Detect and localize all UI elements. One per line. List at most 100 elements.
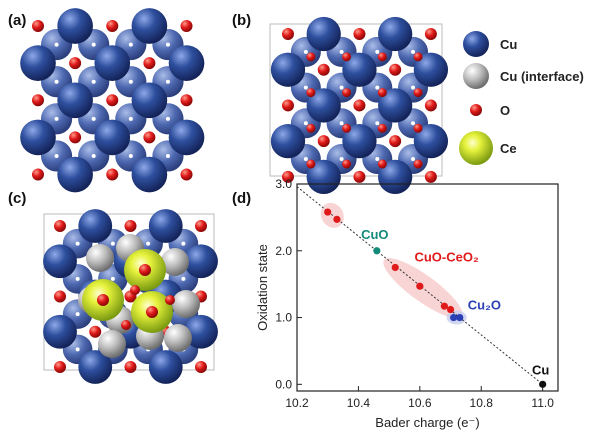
o-atom — [143, 57, 156, 70]
cu-atom — [78, 209, 113, 243]
panel-label-a: (a) — [8, 12, 27, 29]
series-label: CuO — [361, 227, 388, 242]
o-atom — [180, 20, 193, 32]
o-atom — [143, 131, 156, 144]
o-atom — [89, 325, 102, 338]
cu-atom — [306, 16, 341, 52]
panel-c-structure — [43, 209, 218, 384]
o-atom — [32, 20, 44, 32]
cu-atom — [148, 350, 183, 384]
cu-atom — [43, 244, 77, 279]
cu-atom-highlight — [303, 121, 308, 126]
cu-atom-highlight — [91, 116, 96, 121]
cu-atom — [148, 209, 183, 243]
o-atom — [424, 99, 437, 112]
cu-atom — [57, 82, 93, 119]
cu-atom-highlight — [128, 153, 133, 158]
panel-label-b: (b) — [232, 12, 252, 29]
data-point — [440, 302, 448, 310]
o-atom — [413, 88, 423, 98]
data-point — [416, 282, 424, 290]
cu-atom — [270, 52, 306, 87]
cu-atom-highlight — [165, 79, 170, 84]
cu-atom-highlight — [375, 49, 380, 54]
cu-atom-highlight — [128, 42, 133, 47]
series-label: CuO-CeO₂ — [414, 249, 479, 264]
o-atom — [124, 361, 137, 373]
cu-atom-highlight — [165, 42, 170, 47]
cu-atom-highlight — [339, 121, 344, 126]
cu-atom — [131, 156, 168, 193]
y-tick-label: 0.0 — [275, 377, 292, 391]
cu-atom-highlight — [411, 49, 416, 54]
plot-frame — [296, 183, 559, 392]
o-atom — [342, 123, 352, 133]
cu-interface-atom — [98, 330, 126, 358]
o-atom — [165, 295, 175, 305]
cu-atom — [94, 45, 131, 81]
data-point — [456, 313, 464, 322]
cu-atom-highlight — [54, 42, 59, 47]
o-atom — [342, 159, 352, 169]
cu-atom-highlight — [303, 157, 308, 162]
cu-atom — [342, 124, 377, 159]
x-axis-label: Bader charge (e⁻) — [375, 415, 479, 430]
cu-atom-highlight — [91, 42, 96, 47]
cu-atom — [168, 119, 205, 156]
data-point — [446, 305, 455, 314]
panel-label-d: (d) — [232, 190, 252, 207]
data-point — [333, 215, 341, 223]
cu-atom — [184, 244, 218, 279]
series-label: Cu₂O — [468, 298, 501, 313]
o-atom — [413, 52, 423, 62]
cu-atom — [20, 119, 56, 156]
cu-atom-highlight — [75, 312, 80, 317]
o-atom — [195, 220, 207, 232]
cu-atom-highlight — [75, 276, 80, 281]
o-atom — [413, 123, 423, 133]
x-tick-label: 10.2 — [285, 396, 309, 410]
cu-atom-highlight — [339, 157, 344, 162]
cu-atom-highlight — [181, 241, 186, 246]
panel-a-structure — [20, 8, 205, 193]
y-tick-label: 1.0 — [275, 311, 292, 325]
o-atom — [69, 131, 82, 144]
cu-atom-highlight — [375, 157, 380, 162]
cu-atom — [306, 159, 341, 195]
cu-interface-atom — [86, 244, 114, 272]
legend-label: O — [500, 103, 510, 118]
cu-atom — [342, 52, 377, 87]
cu-atom-highlight — [110, 241, 115, 246]
o-atom — [121, 320, 131, 330]
cu-atom-highlight — [54, 153, 59, 158]
o-atom — [424, 28, 437, 40]
legend-label: Cu — [500, 37, 517, 52]
ce-atom-icon — [459, 131, 493, 165]
cu-atom-icon — [463, 31, 489, 57]
o-atom — [306, 159, 316, 169]
panel-label-c: (c) — [8, 190, 27, 207]
o-atom — [282, 170, 294, 183]
o-atom — [54, 361, 66, 373]
y-tick-label: 3.0 — [275, 177, 292, 191]
cu-atom-highlight — [91, 153, 96, 158]
o-atom — [306, 88, 316, 98]
o-atom — [124, 220, 137, 232]
x-tick-label: 10.4 — [347, 396, 371, 410]
cu-atom — [270, 124, 306, 159]
o-atom — [180, 94, 193, 107]
data-point — [373, 247, 381, 255]
o-atom — [32, 94, 44, 107]
cu-atom-highlight — [375, 85, 380, 90]
cu-atom-highlight — [128, 116, 133, 121]
o-atom — [424, 170, 437, 183]
cu-atom-highlight — [165, 153, 170, 158]
o-atom — [377, 123, 387, 133]
o-atom — [106, 20, 119, 32]
cu-atom-highlight — [146, 241, 151, 246]
o-atom — [282, 28, 294, 40]
o-atom — [353, 99, 366, 112]
cu-atom-highlight — [339, 49, 344, 54]
cu-atom — [413, 52, 449, 87]
o-atom — [180, 168, 193, 181]
